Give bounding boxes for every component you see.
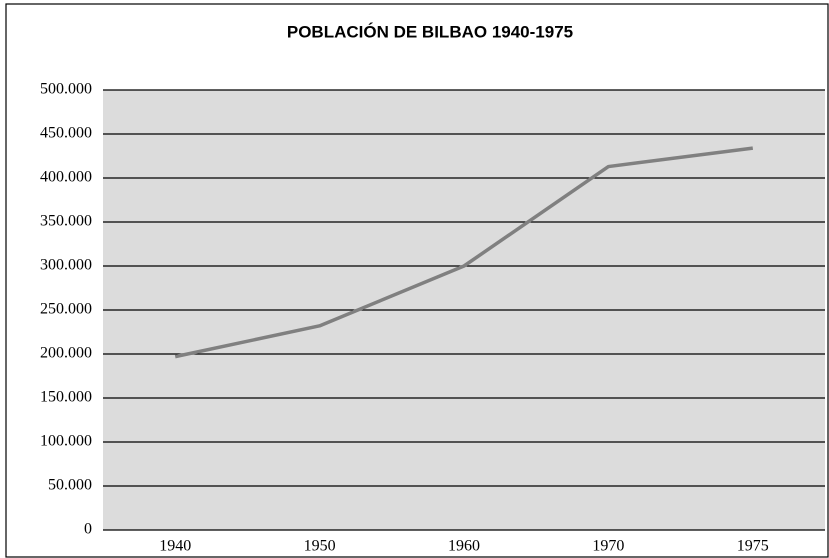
y-tick-label: 250.000 xyxy=(40,301,92,318)
y-tick-label: 100.000 xyxy=(40,433,92,450)
x-tick-label: 1975 xyxy=(737,538,769,555)
y-tick-label: 50.000 xyxy=(48,477,92,494)
y-tick-label: 150.000 xyxy=(40,389,92,406)
y-tick-label: 350.000 xyxy=(40,213,92,230)
y-tick-label: 0 xyxy=(84,521,92,538)
x-tick-label: 1940 xyxy=(159,538,191,555)
y-tick-label: 300.000 xyxy=(40,257,92,274)
data-line xyxy=(174,146,754,359)
y-tick-label: 500.000 xyxy=(40,81,92,98)
chart-title: POBLACIÓN DE BILBAO 1940-1975 xyxy=(287,22,573,41)
y-tick-label: 400.000 xyxy=(40,169,92,186)
y-tick-label: 200.000 xyxy=(40,345,92,362)
x-tick-label: 1970 xyxy=(592,538,624,555)
x-tick-label: 1960 xyxy=(448,538,480,555)
y-tick-label: 450.000 xyxy=(40,125,92,142)
x-tick-label: 1950 xyxy=(304,538,336,555)
